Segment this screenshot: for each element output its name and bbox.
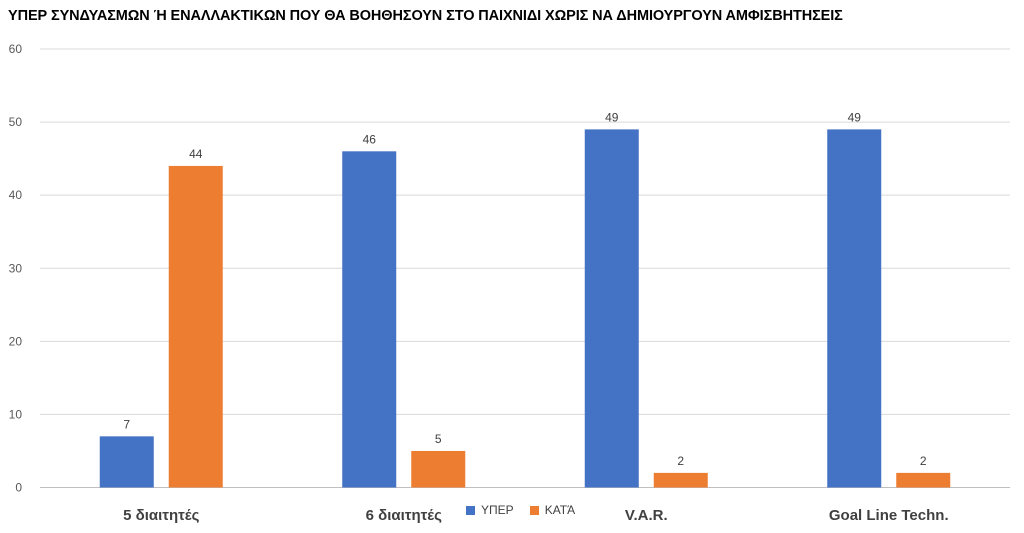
x-tick-label: 5 διαιτητές [123,507,199,524]
chart-title: ΥΠΕΡ ΣΥΝΔΥΑΣΜΩΝ Ή ΕΝΑΛΛΑΚΤΙΚΩΝ ΠΟΥ ΘΑ ΒΟ… [8,8,843,24]
bar-series-1-category-1 [411,450,466,488]
x-tick-label: V.A.R. [625,507,668,524]
data-labels: 7 44 46 5 49 2 49 2 [123,110,927,467]
x-tick-label: 6 διαιτητές [366,507,442,524]
bar-series-1-category-0 [168,165,223,488]
y-tick-label: 40 [9,188,23,202]
legend-swatch-series-0 [466,505,475,515]
bar-series-0-category-1 [342,151,397,488]
legend-label-series-0: ΥΠΕΡ [481,503,514,517]
legend-item-series-0: ΥΠΕΡ [466,503,514,517]
data-label: 46 [363,132,377,146]
bar-series-1-category-2 [653,472,708,488]
legend: ΥΠΕΡ ΚΑΤΆ [466,503,591,517]
data-label: 2 [920,454,927,468]
data-label: 5 [435,432,442,446]
x-tick-label: Goal Line Techn. [829,507,949,524]
bar-series-0-category-0 [99,436,154,488]
legend-label-series-1: ΚΑΤΆ [544,503,576,517]
y-axis-ticks: 0 10 20 30 40 50 60 [9,42,23,495]
legend-item-series-1: ΚΑΤΆ [529,503,576,517]
y-tick-label: 20 [9,334,23,348]
x-axis-ticks: 5 διαιτητές 6 διαιτητές V.A.R. Goal Line Te… [123,507,949,524]
y-tick-label: 10 [9,407,23,421]
bar-series-1-category-3 [896,472,951,488]
bar-series-0-category-2 [584,129,639,488]
data-label: 49 [848,110,862,124]
bars [99,129,951,488]
data-label: 7 [123,417,130,431]
legend-swatch-series-1 [529,505,539,515]
data-label: 2 [677,454,684,468]
data-label: 44 [189,147,203,161]
y-tick-label: 0 [15,481,22,495]
y-tick-label: 60 [9,42,23,56]
data-label: 49 [605,110,619,124]
y-tick-label: 50 [9,115,23,129]
bar-series-0-category-3 [827,129,882,488]
y-tick-label: 30 [9,261,23,275]
